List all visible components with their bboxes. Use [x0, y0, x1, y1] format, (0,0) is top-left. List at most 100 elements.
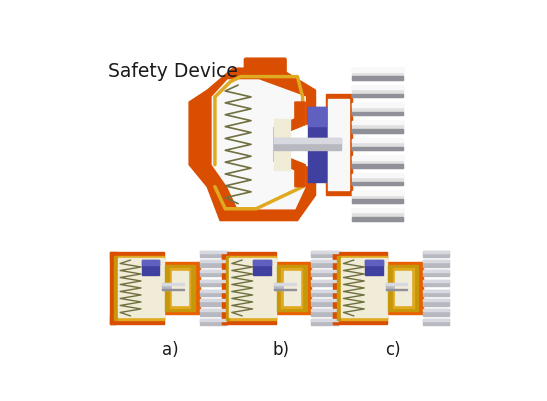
Bar: [110, 316, 164, 324]
Bar: [365, 260, 382, 275]
Bar: [308, 107, 326, 182]
Bar: [352, 138, 403, 150]
Bar: [311, 319, 337, 325]
Bar: [352, 209, 403, 221]
Bar: [423, 290, 449, 296]
Bar: [172, 271, 188, 305]
Bar: [341, 259, 387, 318]
Bar: [281, 268, 302, 308]
Text: Safety Device: Safety Device: [108, 62, 238, 81]
Polygon shape: [274, 102, 305, 187]
Bar: [116, 256, 164, 259]
Bar: [311, 290, 337, 292]
Bar: [253, 260, 271, 265]
Bar: [110, 252, 116, 324]
Bar: [200, 270, 226, 272]
Bar: [352, 156, 403, 168]
Bar: [352, 191, 403, 203]
Bar: [352, 164, 403, 168]
Bar: [423, 319, 449, 321]
Bar: [388, 265, 418, 311]
Bar: [308, 107, 326, 126]
Bar: [222, 316, 276, 324]
Bar: [253, 260, 271, 275]
Bar: [311, 290, 337, 296]
Bar: [200, 260, 226, 262]
Bar: [200, 280, 226, 286]
Bar: [423, 309, 449, 316]
Bar: [284, 271, 300, 305]
Bar: [352, 182, 403, 185]
Bar: [352, 191, 403, 195]
Bar: [274, 138, 341, 150]
Bar: [337, 256, 340, 320]
Bar: [352, 94, 403, 97]
Bar: [352, 147, 403, 150]
Bar: [386, 289, 408, 290]
Bar: [274, 283, 296, 290]
Bar: [352, 174, 403, 185]
Polygon shape: [212, 80, 305, 209]
Bar: [423, 319, 449, 325]
Bar: [311, 260, 337, 267]
Bar: [352, 217, 403, 221]
Bar: [274, 283, 296, 286]
Bar: [352, 121, 403, 124]
Bar: [423, 270, 449, 276]
Bar: [311, 270, 337, 276]
Bar: [383, 262, 423, 314]
Bar: [352, 199, 403, 203]
Bar: [352, 103, 403, 107]
Bar: [423, 280, 449, 282]
Bar: [118, 259, 164, 318]
Bar: [352, 111, 403, 115]
Bar: [142, 260, 159, 265]
Bar: [200, 251, 226, 253]
Bar: [352, 209, 403, 213]
Bar: [311, 270, 337, 272]
Bar: [340, 256, 387, 259]
Bar: [200, 300, 226, 302]
Bar: [352, 121, 403, 133]
Bar: [142, 260, 159, 275]
Bar: [162, 283, 184, 286]
Bar: [352, 129, 403, 133]
Bar: [393, 268, 414, 308]
Bar: [340, 318, 387, 320]
Bar: [222, 252, 228, 324]
Bar: [311, 300, 337, 306]
Bar: [116, 318, 164, 320]
Bar: [334, 252, 340, 324]
Bar: [311, 309, 337, 316]
Bar: [352, 68, 403, 72]
Bar: [311, 309, 337, 311]
Bar: [200, 260, 226, 267]
Bar: [423, 290, 449, 292]
Text: b): b): [273, 341, 290, 359]
Bar: [277, 265, 307, 311]
Bar: [395, 271, 411, 305]
Bar: [365, 260, 382, 265]
Bar: [311, 280, 337, 286]
Bar: [423, 251, 449, 257]
Bar: [352, 156, 403, 160]
Bar: [328, 99, 349, 190]
Bar: [170, 268, 190, 308]
Bar: [228, 256, 276, 259]
Bar: [386, 283, 408, 290]
Bar: [423, 270, 449, 272]
Bar: [200, 270, 226, 276]
Bar: [200, 290, 226, 292]
Bar: [423, 251, 449, 253]
Bar: [200, 280, 226, 282]
Bar: [311, 280, 337, 282]
Bar: [200, 319, 226, 325]
Text: c): c): [385, 341, 401, 359]
Bar: [423, 300, 449, 306]
Bar: [423, 309, 449, 311]
Bar: [272, 262, 311, 314]
Bar: [200, 309, 226, 311]
Bar: [110, 252, 164, 259]
Bar: [165, 265, 195, 311]
Bar: [274, 138, 341, 143]
